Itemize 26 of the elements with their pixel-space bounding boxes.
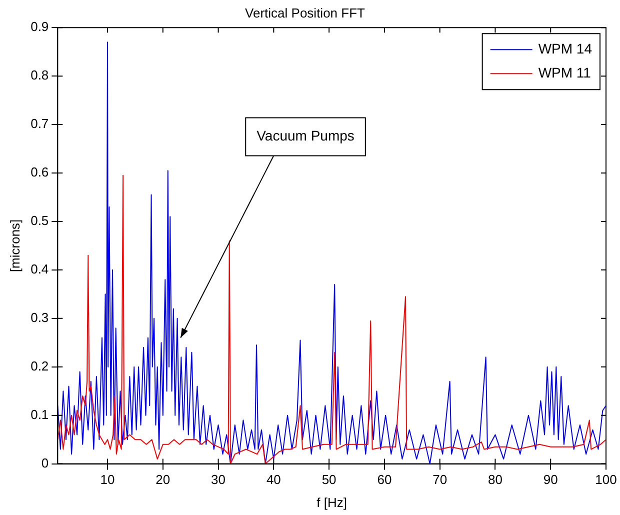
y-tick-label: 0.3	[30, 310, 49, 325]
x-tick-label: 60	[377, 472, 392, 488]
annotation: Vacuum Pumps	[256, 128, 354, 144]
x-tick-label: 40	[266, 472, 281, 488]
x-tick-label: 90	[543, 472, 558, 488]
x-tick-label: 20	[156, 472, 170, 488]
x-tick-label: 100	[595, 472, 617, 488]
y-tick-label: 0.5	[30, 213, 49, 228]
x-tick-label: 80	[488, 472, 502, 488]
chart-title: Vertical Position FFT	[245, 5, 366, 20]
legend-label: WPM 11	[538, 64, 592, 80]
x-tick-label: 30	[211, 472, 226, 488]
y-tick-label: 0.8	[30, 68, 49, 83]
x-tick-label: 70	[432, 472, 448, 488]
y-axis-title: [microns]	[7, 219, 22, 272]
x-tick-label: 50	[322, 472, 336, 488]
y-tick-label: 0.7	[30, 116, 49, 132]
y-tick-label: 0.6	[30, 164, 49, 180]
legend-label: WPM 14	[538, 40, 592, 56]
y-tick-label: 0.4	[30, 262, 49, 277]
x-tick-label: 10	[100, 472, 115, 488]
y-tick-label: 0.1	[30, 406, 49, 422]
y-tick-label: 0.2	[30, 358, 49, 374]
y-tick-label: 0	[41, 455, 49, 470]
y-tick-label: 0.9	[30, 19, 49, 34]
x-axis-title: f [Hz]	[316, 494, 348, 510]
